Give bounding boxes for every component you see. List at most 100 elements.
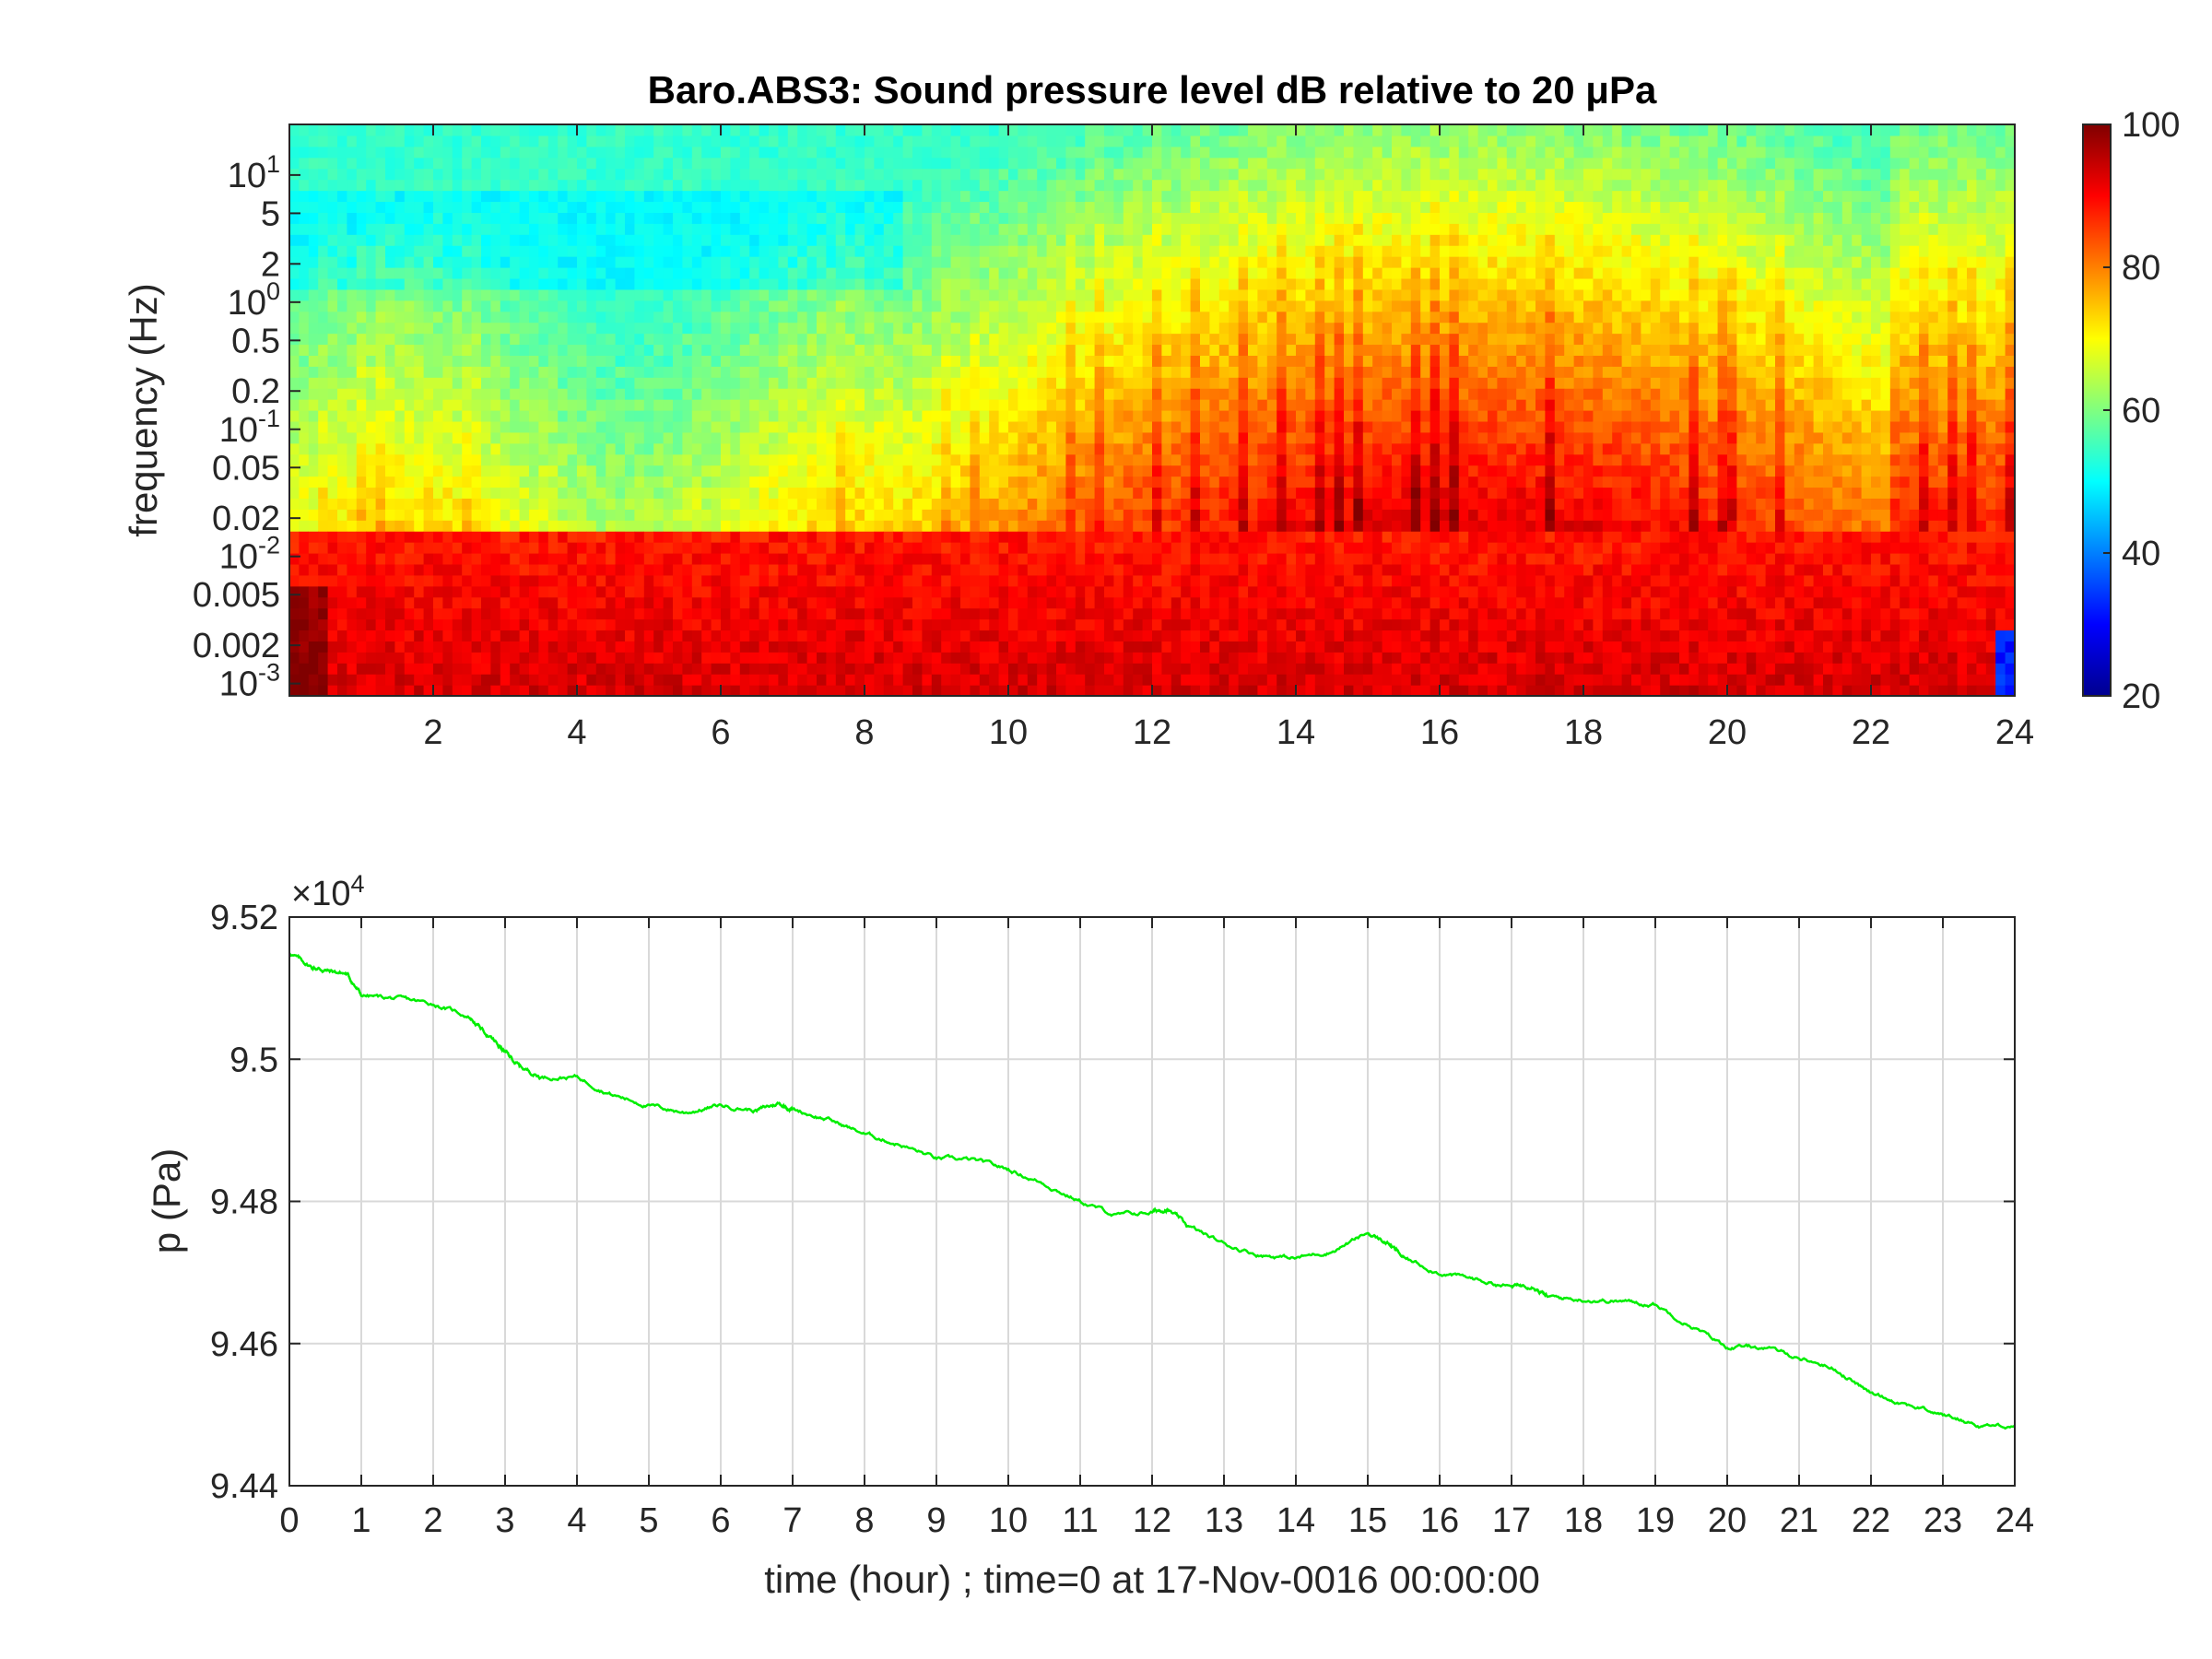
- spectrogram-cell: [1008, 135, 1018, 147]
- spectrogram-cell: [922, 509, 933, 521]
- spectrogram-cell: [893, 487, 904, 499]
- spectrogram-cell: [471, 333, 482, 346]
- spectrogram-cell: [375, 674, 386, 686]
- spectrogram-cell: [989, 322, 1000, 335]
- spectrogram-cell: [595, 685, 606, 696]
- spectrogram-cell: [835, 476, 846, 488]
- spectrogram-cell: [912, 333, 923, 346]
- spectrogram-cell: [1171, 124, 1182, 136]
- spectrogram-cell: [308, 179, 319, 192]
- spectrogram-cell: [375, 366, 386, 378]
- spectrogram-cell: [653, 201, 665, 213]
- spectrogram-cell: [998, 300, 1009, 312]
- spectrogram-cell: [1056, 531, 1066, 543]
- spectrogram-cell: [970, 652, 981, 664]
- spectrogram-cell: [471, 311, 482, 324]
- spectrogram-cell: [414, 442, 425, 455]
- spectrogram-cell: [1008, 157, 1018, 170]
- spectrogram-cell: [337, 190, 347, 203]
- spectrogram-cell: [337, 333, 347, 346]
- spectrogram-cell: [691, 124, 702, 136]
- spectrogram-cell: [347, 366, 358, 378]
- spectrogram-cell: [701, 311, 712, 324]
- spectrogram-cell: [817, 465, 827, 477]
- spectrogram-cell: [1027, 629, 1038, 641]
- spectrogram-cell: [414, 531, 425, 543]
- spectrogram-cell: [1037, 256, 1048, 268]
- spectrogram-cell: [1161, 520, 1172, 532]
- spectrogram-cell: [308, 553, 319, 565]
- spectrogram-cell: [356, 629, 367, 641]
- spectrogram-cell: [817, 377, 827, 389]
- spectrogram-cell: [835, 652, 846, 664]
- spectrogram-cell: [1104, 542, 1114, 554]
- spectrogram-cell: [806, 212, 818, 224]
- spectrogram-cell: [931, 124, 942, 136]
- spectrogram-cell: [394, 267, 406, 279]
- spectrogram-cell: [883, 377, 894, 389]
- spectrogram-cell: [1075, 618, 1086, 631]
- spectrogram-cell: [385, 277, 395, 290]
- spectrogram-cell: [778, 344, 789, 356]
- spectrogram-cell: [950, 453, 961, 466]
- spectrogram-cell: [490, 311, 501, 324]
- spectrogram-cell: [558, 168, 569, 181]
- spectrogram-cell: [922, 685, 933, 696]
- spectrogram-cell: [854, 685, 865, 696]
- spectrogram-cell: [1190, 234, 1201, 246]
- spectrogram-cell: [663, 124, 674, 136]
- spectrogram-cell: [490, 629, 501, 641]
- spectrogram-cell: [721, 410, 731, 422]
- spectrogram-cell: [893, 288, 904, 301]
- spectrogram-cell: [941, 377, 952, 389]
- spectrogram-cell: [691, 563, 702, 576]
- spectrogram-cell: [1094, 322, 1105, 335]
- spectrogram-cell: [1171, 146, 1182, 159]
- spectrogram-cell: [989, 201, 1000, 213]
- spectrogram-cell: [1046, 542, 1057, 554]
- spectrogram-cell: [462, 607, 473, 620]
- spectrogram-cell: [510, 344, 521, 356]
- spectrogram-cell: [452, 520, 463, 532]
- spectrogram-cell: [854, 629, 865, 641]
- spectrogram-cell: [739, 410, 750, 422]
- spectrogram-cell: [653, 431, 665, 444]
- spectrogram-cell: [817, 146, 827, 159]
- spectrogram-cell: [577, 410, 587, 422]
- spectrogram-cell: [1133, 179, 1144, 192]
- spectrogram-cell: [769, 157, 779, 170]
- spectrogram-cell: [1065, 399, 1077, 411]
- spectrogram-cell: [1152, 201, 1162, 213]
- spectrogram-cell: [337, 311, 347, 324]
- spectrogram-cell: [423, 366, 434, 378]
- spectrogram-cell: [625, 212, 635, 224]
- spectrogram-cell: [606, 574, 617, 587]
- spectrogram-cell: [1027, 300, 1038, 312]
- spectrogram-cell: [1085, 641, 1096, 653]
- spectrogram-cell: [318, 179, 329, 192]
- spectrogram-cell: [922, 355, 933, 367]
- spectrogram-cell: [327, 311, 338, 324]
- spectrogram-cell: [893, 674, 904, 686]
- spectrogram-cell: [529, 366, 539, 378]
- spectrogram-cell: [595, 355, 606, 367]
- spectrogram-cell: [547, 377, 559, 389]
- spectrogram-cell: [606, 311, 617, 324]
- spectrogram-cell: [1190, 267, 1201, 279]
- spectrogram-cell: [691, 333, 702, 346]
- spectrogram-cell: [1085, 377, 1096, 389]
- spectrogram-cell: [1085, 267, 1096, 279]
- spectrogram-cell: [318, 574, 329, 587]
- spectrogram-cell: [883, 574, 894, 587]
- spectrogram-cell: [289, 146, 300, 159]
- spectrogram-cell: [883, 322, 894, 335]
- spectrogram-cell: [1027, 542, 1038, 554]
- spectrogram-cell: [615, 311, 626, 324]
- spectrogram-cell: [1046, 685, 1057, 696]
- spectrogram-cell: [634, 531, 645, 543]
- spectrogram-cell: [1113, 509, 1124, 521]
- spectrogram-cell: [327, 157, 338, 170]
- spectrogram-cell: [854, 377, 865, 389]
- spectrogram-cell: [845, 442, 856, 455]
- spectrogram-cell: [1046, 410, 1057, 422]
